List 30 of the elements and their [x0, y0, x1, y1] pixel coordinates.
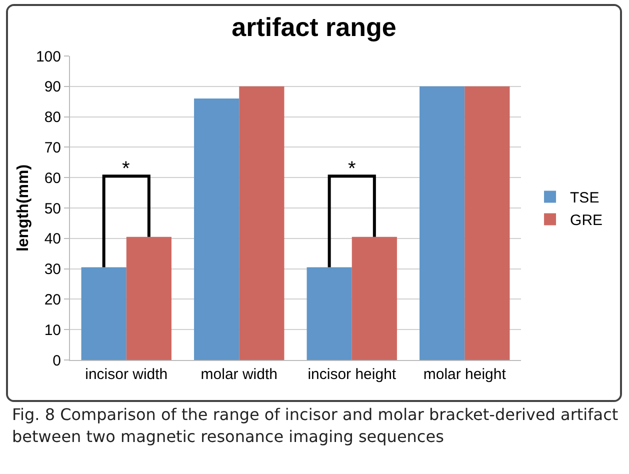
- legend-label: TSE: [570, 190, 600, 207]
- bar: [306, 267, 352, 360]
- y-tick-label: 50: [44, 200, 61, 218]
- y-tick-label: 30: [44, 261, 61, 278]
- x-tick-label: molar width: [200, 366, 278, 383]
- y-axis-title: length(mm): [15, 164, 32, 252]
- y-tick-label: 0: [52, 352, 61, 370]
- bar: [239, 86, 284, 360]
- bar: [126, 236, 172, 360]
- caption: Fig. 8 Comparison of the range of incisor and molar bracket-derived artifact between two magnetic resonance imaging sequences: [12, 404, 620, 448]
- x-tick-label: incisor height: [308, 366, 397, 383]
- y-tick-label: 100: [36, 48, 61, 66]
- chart-title: artifact range: [232, 12, 396, 42]
- annotation: *: [122, 158, 130, 180]
- annotation: *: [348, 158, 356, 180]
- bar: [81, 267, 126, 360]
- bar: [464, 86, 510, 360]
- y-tick-label: 90: [44, 78, 61, 96]
- bar: [352, 236, 397, 360]
- legend-label: GRE: [570, 212, 603, 230]
- y-tick-label: 10: [44, 322, 61, 339]
- bar: [194, 98, 240, 360]
- y-tick-label: 20: [44, 291, 61, 308]
- bar: [420, 86, 465, 360]
- y-tick-label: 40: [44, 230, 61, 248]
- x-tick-label: molar height: [423, 366, 507, 383]
- x-tick-label: incisor width: [85, 366, 168, 383]
- y-tick-label: 70: [44, 139, 61, 156]
- y-tick-label: 60: [44, 170, 61, 187]
- y-tick-label: 80: [44, 109, 61, 126]
